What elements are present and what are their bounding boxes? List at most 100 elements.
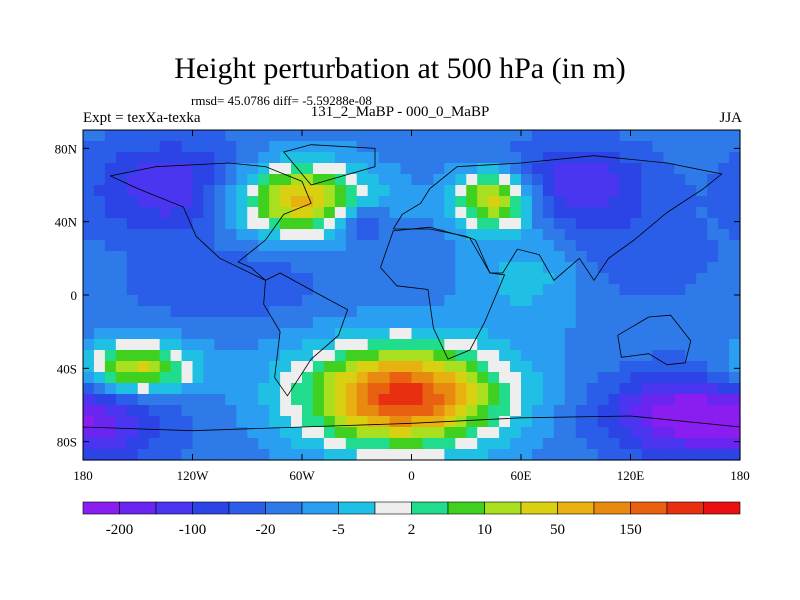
heatmap-cell	[521, 273, 533, 285]
x-tick-label: 60E	[511, 468, 532, 483]
heatmap-cell	[170, 394, 183, 406]
heatmap-cell	[159, 295, 172, 307]
heatmap-cell	[247, 427, 259, 439]
heatmap-cell	[477, 306, 489, 318]
heatmap-cell	[170, 218, 183, 230]
heatmap-cell	[345, 306, 358, 318]
heatmap-cell	[236, 130, 248, 142]
heatmap-cell	[181, 218, 194, 230]
heatmap-cell	[126, 339, 139, 351]
heatmap-cell	[718, 152, 730, 164]
heatmap-cell	[170, 229, 183, 241]
heatmap-cell	[455, 361, 467, 373]
heatmap-cell	[685, 251, 697, 263]
heatmap-cell	[236, 372, 248, 384]
heatmap-cell	[83, 251, 95, 263]
heatmap-cell	[378, 130, 391, 142]
heatmap-cell	[291, 328, 303, 340]
heatmap-cell	[411, 295, 424, 307]
heatmap-cell	[378, 372, 391, 384]
heatmap-cell	[531, 317, 544, 329]
heatmap-cell	[488, 240, 500, 252]
heatmap-cell	[280, 427, 292, 439]
heatmap-cell	[389, 196, 402, 208]
heatmap-cell	[707, 196, 719, 208]
heatmap-cell	[553, 152, 566, 164]
heatmap-cell	[652, 284, 664, 296]
heatmap-cell	[652, 251, 664, 263]
heatmap-cell	[400, 141, 413, 153]
heatmap-cell	[115, 196, 128, 208]
heatmap-cell	[345, 383, 358, 395]
heatmap-cell	[641, 251, 653, 263]
heatmap-cell	[367, 196, 380, 208]
heatmap-cell	[608, 141, 621, 153]
heatmap-cell	[564, 229, 577, 241]
heatmap-cell	[630, 295, 643, 307]
heatmap-cell	[488, 306, 500, 318]
heatmap-cell	[652, 163, 664, 175]
heatmap-cell	[444, 207, 456, 219]
heatmap-cell	[521, 449, 533, 461]
heatmap-cell	[389, 372, 402, 384]
heatmap-cell	[575, 317, 588, 329]
heatmap-cell	[553, 427, 566, 439]
heatmap-cell	[553, 449, 566, 461]
heatmap-cell	[422, 427, 434, 439]
heatmap-cell	[411, 328, 424, 340]
heatmap-cell	[367, 218, 380, 230]
heatmap-cell	[488, 372, 500, 384]
heatmap-cell	[499, 240, 511, 252]
heatmap-cell	[608, 372, 621, 384]
heatmap-cell	[345, 152, 358, 164]
heatmap-cell	[203, 339, 215, 351]
heatmap-cell	[531, 130, 544, 142]
heatmap-cell	[400, 229, 413, 241]
heatmap-cell	[444, 350, 456, 362]
heatmap-cell	[564, 339, 577, 351]
heatmap-cell	[159, 350, 172, 362]
heatmap-cell	[564, 207, 577, 219]
heatmap-cell	[564, 405, 577, 417]
heatmap-cell	[466, 273, 478, 285]
heatmap-cell	[159, 328, 172, 340]
heatmap-cell	[104, 284, 117, 296]
heatmap-cell	[663, 427, 675, 439]
heatmap-cell	[302, 449, 314, 461]
heatmap-cell	[93, 218, 106, 230]
heatmap-cell	[729, 427, 741, 439]
heatmap-cell	[608, 317, 621, 329]
heatmap-cell	[575, 295, 588, 307]
heatmap-cell	[269, 405, 281, 417]
heatmap-cell	[291, 427, 303, 439]
heatmap-cell	[696, 240, 708, 252]
heatmap-cell	[411, 438, 424, 450]
heatmap-cell	[389, 284, 402, 296]
heatmap-cell	[203, 306, 215, 318]
heatmap-cell	[302, 141, 314, 153]
heatmap-cell	[291, 262, 303, 274]
heatmap-cell	[652, 394, 664, 406]
heatmap-cell	[389, 438, 402, 450]
heatmap-cell	[389, 350, 402, 362]
heatmap-cell	[126, 361, 139, 373]
heatmap-cell	[148, 207, 161, 219]
heatmap-cell	[334, 174, 347, 186]
heatmap-cell	[674, 130, 686, 142]
heatmap-cell	[83, 416, 95, 428]
heatmap-cell	[630, 361, 643, 373]
heatmap-cell	[685, 152, 697, 164]
heatmap-cell	[192, 141, 205, 153]
heatmap-cell	[192, 394, 205, 406]
heatmap-cell	[455, 317, 467, 329]
heatmap-cell	[586, 394, 599, 406]
heatmap-cell	[83, 427, 95, 439]
heatmap-cell	[630, 416, 643, 428]
heatmap-cell	[499, 207, 511, 219]
coastline	[283, 144, 376, 186]
heatmap-cell	[433, 328, 445, 340]
heatmap-cell	[422, 174, 434, 186]
heatmap-cell	[247, 405, 259, 417]
heatmap-cell	[83, 438, 95, 450]
heatmap-cell	[586, 218, 599, 230]
